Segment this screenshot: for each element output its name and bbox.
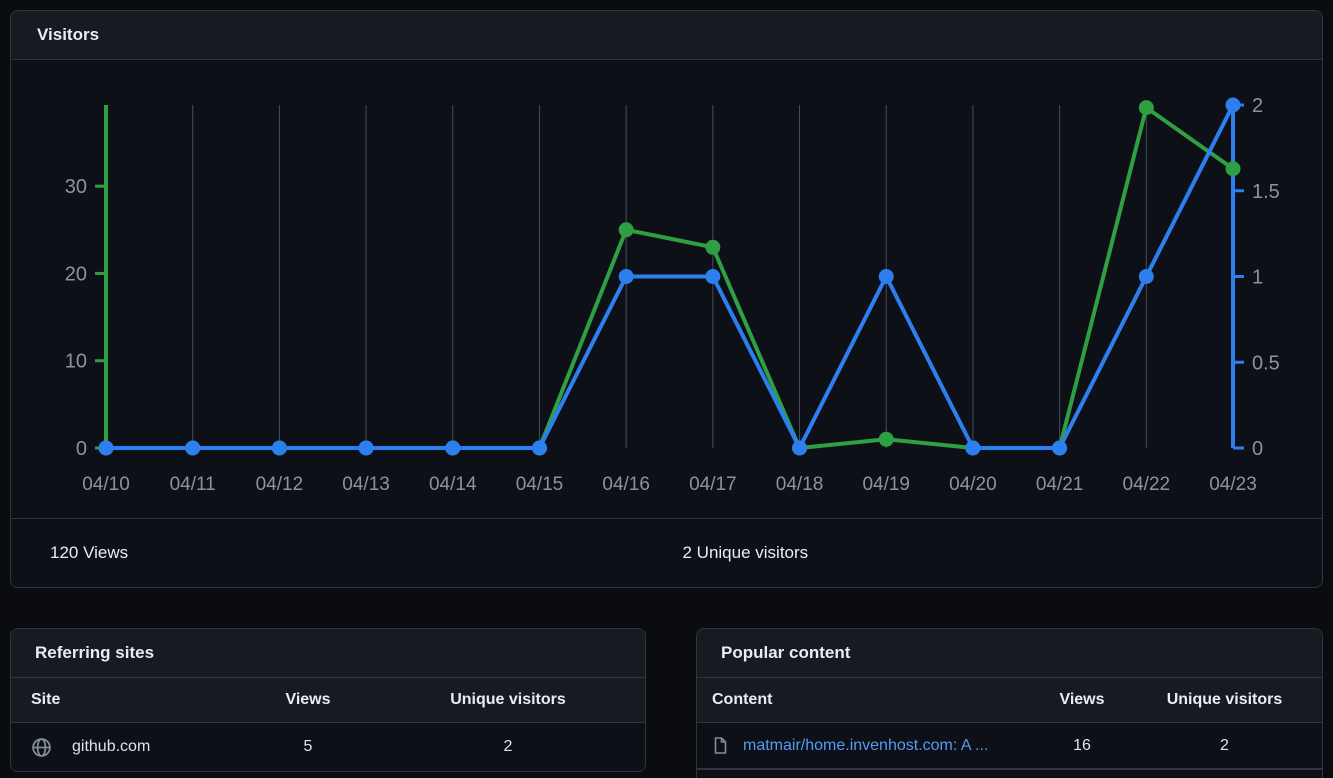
svg-text:0: 0	[1252, 438, 1263, 460]
svg-text:04/10: 04/10	[82, 474, 130, 495]
popular-content-header: Popular content	[697, 629, 1322, 678]
visitors-line-chart[interactable]: 04/10 04/11 04/12 04/13 04/14 04/15 04/16 04/17…	[11, 60, 1322, 518]
svg-text:04/18: 04/18	[776, 474, 824, 495]
site-unique: 2	[503, 738, 513, 755]
tables-grid: Referring sites Site Views Unique visito…	[10, 628, 1323, 778]
site-views: 5	[303, 738, 313, 755]
column-content: Content	[712, 691, 773, 708]
column-views: Views	[1059, 691, 1105, 708]
svg-text:04/12: 04/12	[256, 474, 304, 495]
svg-text:04/19: 04/19	[862, 474, 910, 495]
svg-text:04/20: 04/20	[949, 474, 997, 495]
svg-text:2: 2	[1252, 95, 1263, 117]
visitors-title: Visitors	[37, 25, 100, 44]
table-row: matmair/home.invenhost.com: A ... 16 2	[697, 723, 1322, 770]
svg-text:04/21: 04/21	[1036, 474, 1084, 495]
referring-sites-card: Referring sites Site Views Unique visito…	[10, 628, 646, 772]
globe-icon	[31, 737, 52, 758]
total-views: 120 Views	[50, 543, 129, 562]
popular-content-title: Popular content	[721, 643, 851, 662]
column-unique: Unique visitors	[450, 691, 566, 708]
table-row: github.com 5 2	[11, 723, 645, 771]
visitors-card-header: Visitors	[11, 11, 1322, 60]
svg-text:04/15: 04/15	[516, 474, 564, 495]
svg-text:04/11: 04/11	[170, 474, 216, 495]
visitors-card: Visitors 04/10 04/11 04/12 04/13 04/14 04/15 0…	[10, 10, 1323, 588]
total-unique-visitors: 2 Unique visitors	[682, 543, 809, 562]
file-icon	[712, 735, 729, 756]
referring-sites-header: Referring sites	[11, 629, 645, 678]
svg-text:04/23: 04/23	[1209, 474, 1257, 495]
content-views: 16	[1073, 736, 1091, 754]
svg-text:04/16: 04/16	[602, 474, 650, 495]
popular-content-card: Popular content Content Views Unique vis…	[696, 628, 1323, 778]
svg-text:1.5: 1.5	[1252, 181, 1280, 203]
svg-text:0.5: 0.5	[1252, 352, 1280, 374]
column-site: Site	[31, 691, 61, 708]
column-views: Views	[285, 691, 331, 708]
svg-text:04/14: 04/14	[429, 474, 477, 495]
svg-text:20: 20	[65, 263, 87, 285]
svg-text:30: 30	[65, 176, 87, 198]
content-unique: 2	[1220, 736, 1229, 754]
svg-text:0: 0	[76, 438, 87, 460]
svg-text:1: 1	[1252, 267, 1263, 289]
site-name: github.com	[72, 738, 151, 755]
chart-summary: 120 Views 2 Unique visitors	[11, 518, 1322, 587]
referring-sites-columns: Site Views Unique visitors	[11, 678, 645, 723]
column-unique: Unique visitors	[1166, 691, 1283, 708]
svg-text:04/13: 04/13	[342, 474, 390, 495]
visitors-chart[interactable]: 04/10 04/11 04/12 04/13 04/14 04/15 04/16 04/17…	[11, 60, 1322, 518]
referring-sites-title: Referring sites	[35, 643, 155, 662]
svg-text:10: 10	[65, 351, 87, 373]
popular-content-columns: Content Views Unique visitors	[697, 678, 1322, 723]
content-link[interactable]: matmair/home.invenhost.com: A ...	[743, 736, 989, 754]
svg-text:04/22: 04/22	[1123, 474, 1171, 495]
svg-text:04/17: 04/17	[689, 474, 737, 495]
